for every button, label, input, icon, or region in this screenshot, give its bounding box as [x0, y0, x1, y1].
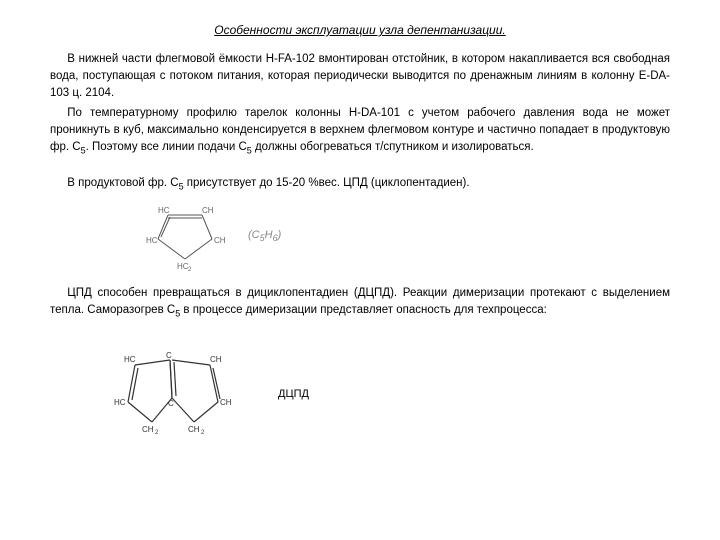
p2-text-b: . Поэтому все линии подачи C [86, 141, 247, 153]
p3-text-a: В продуктовой фр. C [67, 177, 178, 189]
svg-text:2: 2 [201, 430, 205, 436]
heading-title: Особенности эксплуатации узла депентаниз… [50, 22, 670, 39]
p3-text-b: присутствует до 15-20 %вес. ЦПД (циклопе… [184, 177, 470, 189]
dcpd-figure-row: HC C CH HC C CH CH2 CH2 ДЦПД [110, 350, 670, 440]
p4-text-b: в процессе димеризации представляет опас… [180, 304, 547, 316]
svg-text:2: 2 [188, 267, 192, 271]
paragraph-3: В продуктовой фр. C5 присутствует до 15-… [50, 175, 670, 193]
svg-text:2: 2 [155, 430, 159, 436]
cpd-formula-a: (C [248, 229, 260, 241]
svg-text:CH: CH [220, 398, 232, 407]
svg-text:CH: CH [214, 236, 226, 245]
cpd-formula-b: H [265, 229, 273, 241]
svg-text:CH: CH [142, 425, 154, 434]
svg-text:C: C [166, 351, 172, 360]
svg-text:HC: HC [146, 236, 158, 245]
svg-text:HC: HC [158, 206, 170, 215]
cpd-formula: (C5H6) [248, 228, 281, 245]
paragraph-4: ЦПД способен превращаться в дициклопента… [50, 285, 670, 320]
cpd-structure-icon: HC CH HC CH HC 2 [140, 201, 230, 271]
svg-text:CH: CH [202, 206, 214, 215]
cpd-figure-row: HC CH HC CH HC 2 (C5H6) [140, 201, 670, 271]
svg-text:HC: HC [177, 262, 189, 271]
dcpd-label: ДЦПД [278, 387, 309, 403]
svg-text:HC: HC [114, 398, 126, 407]
p2-text-c: должны обогреваться т/спутником и изолир… [252, 141, 534, 153]
svg-text:HC: HC [124, 355, 136, 364]
paragraph-2: По температурному профилю тарелок колонн… [50, 105, 670, 157]
paragraph-1: В нижней части флегмовой ёмкости H-FA-10… [50, 51, 670, 101]
cpd-formula-c: ) [278, 229, 282, 241]
svg-text:C: C [168, 399, 174, 408]
dcpd-structure-icon: HC C CH HC C CH CH2 CH2 [110, 350, 260, 440]
svg-text:CH: CH [210, 355, 222, 364]
svg-text:CH: CH [188, 425, 200, 434]
